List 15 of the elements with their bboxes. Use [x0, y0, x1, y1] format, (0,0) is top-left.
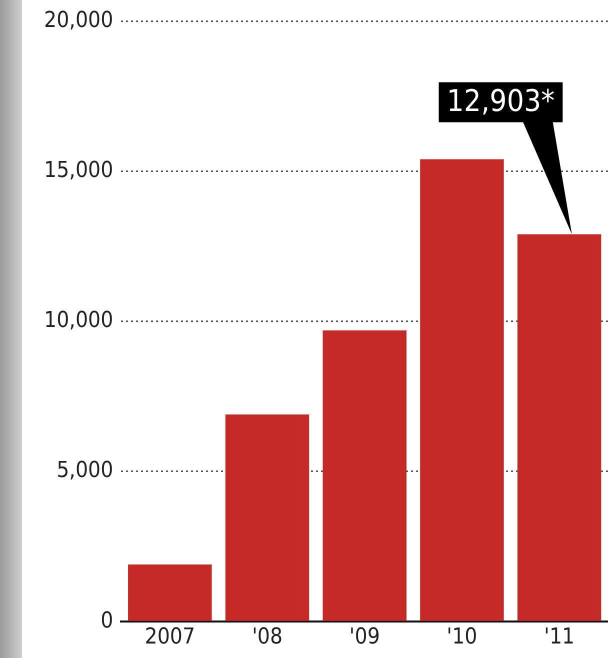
bar	[225, 414, 310, 621]
bar	[420, 159, 504, 621]
y-tick-label: 20,000	[44, 8, 114, 33]
bar	[128, 564, 212, 621]
y-tick-label: 10,000	[44, 308, 114, 334]
x-tick-label: '09	[349, 624, 380, 650]
x-tick-label: '10	[446, 624, 478, 650]
x-tick-label: 2007	[144, 624, 196, 650]
data-label: 12,903*	[446, 84, 555, 120]
y-tick-label: 5,000	[56, 458, 114, 484]
bar	[322, 330, 406, 621]
y-tick-label: 0	[100, 608, 114, 634]
x-tick-label: '11	[544, 624, 575, 650]
x-tick-label: '08	[252, 624, 283, 650]
y-tick-label: 15,000	[44, 158, 114, 184]
